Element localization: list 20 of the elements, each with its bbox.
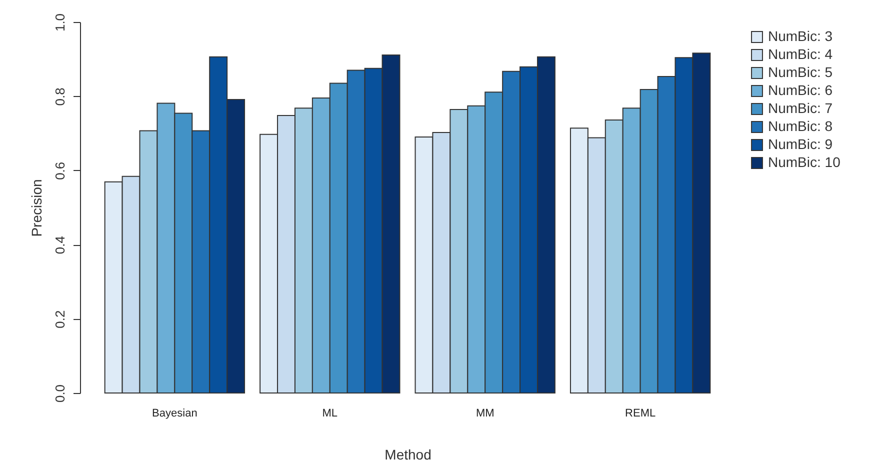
- legend-label: NumBic: 6: [768, 82, 833, 98]
- x-tick-label: Bayesian: [152, 408, 198, 420]
- legend-label: NumBic: 3: [768, 28, 833, 44]
- x-tick-label: ML: [322, 408, 338, 420]
- y-tick-label: 0.6: [52, 162, 68, 180]
- legend-label: NumBic: 4: [768, 46, 833, 62]
- x-tick-label: REML: [625, 408, 656, 420]
- legend-label: NumBic: 8: [768, 118, 833, 134]
- y-tick-label: 0.0: [52, 384, 68, 403]
- legend-label: NumBic: 5: [768, 64, 833, 80]
- y-tick-label: 0.2: [52, 310, 68, 328]
- x-axis-title: Method: [384, 446, 432, 462]
- legend-label: NumBic: 7: [768, 100, 833, 116]
- legend-label: NumBic: 9: [768, 136, 833, 152]
- y-tick-label: 0.8: [52, 88, 68, 106]
- x-tick-label: MM: [476, 408, 494, 420]
- y-axis-title: Precision: [28, 179, 44, 237]
- y-tick-label: 0.4: [52, 236, 68, 254]
- legend-label: NumBic: 10: [768, 154, 841, 170]
- y-tick-label: 1.0: [52, 13, 68, 32]
